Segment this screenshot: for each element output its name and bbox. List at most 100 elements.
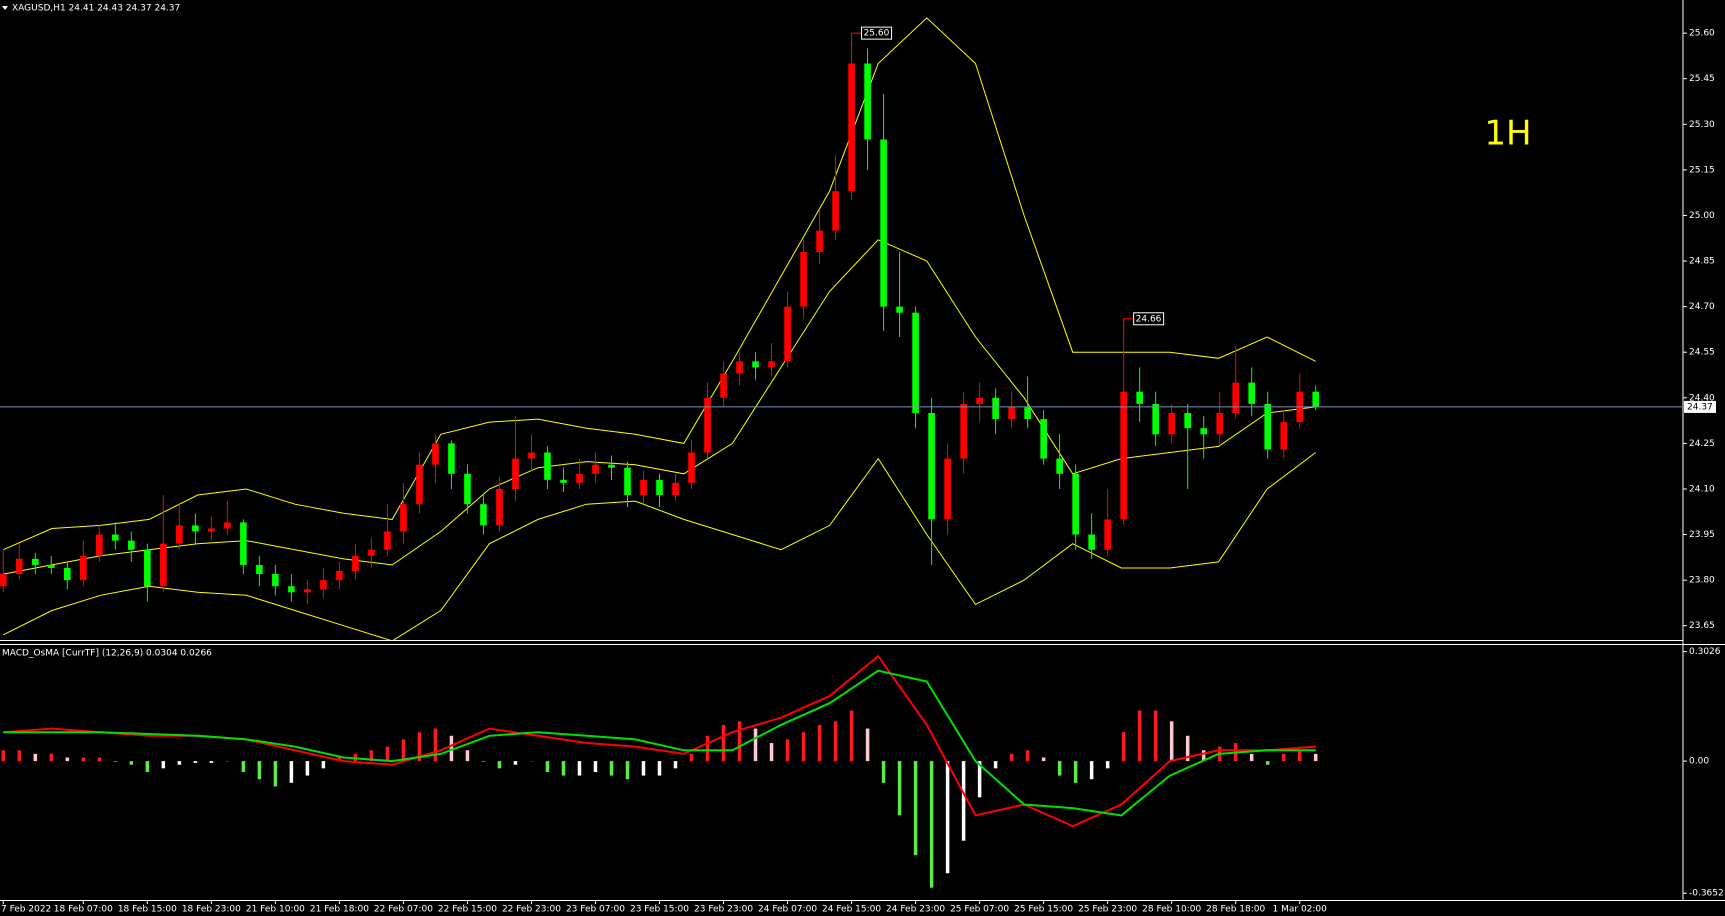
candle-body — [496, 488, 503, 526]
candle-body — [544, 452, 551, 480]
histogram-bar — [65, 757, 70, 762]
histogram-bar — [1025, 750, 1030, 762]
high-label: 25.60 — [864, 29, 890, 39]
histogram-bar — [577, 761, 582, 776]
candle-body — [704, 397, 711, 453]
candle-body — [592, 464, 599, 474]
histogram-bar — [945, 761, 950, 874]
y-tick-label: 25.00 — [1689, 211, 1715, 221]
histogram-bar — [1265, 761, 1270, 765]
histogram-bar — [209, 761, 214, 763]
candle-body — [1280, 422, 1287, 450]
x-tick-label: 23 Feb 15:00 — [630, 905, 689, 915]
y-tick-label: 24.10 — [1689, 484, 1715, 494]
candle-body — [1056, 458, 1063, 474]
candle-body — [672, 482, 679, 496]
candle-body — [960, 403, 967, 459]
histogram-bar — [433, 728, 438, 762]
candle-body — [32, 558, 39, 565]
histogram-bar — [177, 761, 182, 765]
candle-body — [144, 549, 151, 587]
candle-body — [720, 373, 727, 398]
histogram-bar — [369, 750, 374, 762]
candle-body — [384, 531, 391, 550]
histogram-bar — [1057, 761, 1062, 776]
price-pane: 25.60 24.66 — [0, 17, 1683, 640]
candle-body — [416, 464, 423, 505]
high-label-box — [1133, 312, 1165, 326]
candle-body — [624, 467, 631, 496]
indicator-title: MACD_OsMA [CurrTF] (12,26,9) 0.0304 0.02… — [2, 649, 212, 659]
menu-arrow[interactable] — [2, 6, 8, 10]
candle-body — [1232, 382, 1239, 413]
x-tick-label: 24 Feb 23:00 — [886, 905, 945, 915]
x-tick-label: 21 Feb 10:00 — [246, 905, 305, 915]
candle-body — [160, 543, 167, 587]
histogram-bar — [161, 761, 166, 769]
signal-line — [3, 669, 1316, 817]
candle-body — [128, 540, 135, 550]
y-tick-label: 25.45 — [1689, 74, 1715, 84]
histogram-bar — [241, 761, 246, 772]
candle-body — [432, 443, 439, 465]
y-tick-label: -0.3652 — [1689, 889, 1724, 899]
x-tick-label: 25 Feb 15:00 — [1014, 905, 1073, 915]
x-tick-label: 18 Feb 23:00 — [182, 905, 241, 915]
candle-body — [1312, 391, 1320, 407]
candle-body — [752, 361, 759, 368]
x-tick-label: 7 Feb 2022 — [1, 905, 51, 915]
histogram-bar — [769, 743, 774, 762]
y-tick-label: 24.40 — [1689, 393, 1715, 403]
histogram-bar — [17, 750, 22, 762]
candle-body — [336, 571, 343, 581]
candle-body — [1248, 382, 1255, 404]
histogram-bar — [609, 761, 614, 776]
histogram-bar — [385, 746, 390, 762]
histogram-bar — [193, 761, 198, 763]
candle-body — [224, 522, 231, 529]
candle-body — [1136, 391, 1143, 404]
candle-body — [1184, 412, 1191, 429]
histogram-bar — [1041, 757, 1046, 762]
candle-body — [176, 525, 183, 544]
candle-body — [784, 306, 791, 362]
candle-body — [464, 473, 471, 505]
histogram-bar — [785, 739, 790, 762]
candle-body — [688, 452, 695, 483]
x-tick-label: 24 Feb 07:00 — [758, 905, 817, 915]
histogram-bar — [929, 761, 934, 888]
histogram-bar — [465, 750, 470, 762]
candle-body — [1264, 403, 1271, 450]
candle-body — [848, 63, 855, 192]
candle-body — [272, 574, 279, 587]
candle-body — [656, 479, 663, 496]
timeframe-annotation: 1H — [1484, 114, 1531, 154]
histogram-bar — [401, 739, 406, 762]
current-price-label: 24.37 — [1687, 402, 1713, 412]
candle-body — [560, 479, 567, 483]
y-tick-label: 25.15 — [1689, 165, 1715, 175]
x-tick-label: 24 Feb 15:00 — [822, 905, 881, 915]
candle-body — [816, 230, 823, 252]
candle-body — [256, 564, 263, 575]
candle-body — [16, 558, 23, 575]
histogram-bar — [673, 761, 678, 769]
x-tick-label: 18 Feb 07:00 — [54, 905, 113, 915]
histogram-bar — [1009, 753, 1014, 762]
histogram-bar — [1153, 710, 1158, 762]
histogram-bar — [625, 761, 630, 780]
candle-body — [944, 458, 951, 520]
candle-body — [640, 479, 647, 496]
high-label-box — [861, 26, 893, 40]
histogram-bar — [993, 761, 998, 769]
histogram-bar — [257, 761, 262, 780]
candle-body — [320, 580, 327, 590]
histogram-bar — [289, 761, 294, 783]
candle-body — [896, 306, 903, 313]
axes: 24.37 25.60 25.45 25.30 25.15 25.00 24.85 24.70… — [1, 29, 1724, 915]
histogram-bar — [1, 750, 6, 762]
histogram-bar — [913, 761, 918, 856]
candle-body — [832, 191, 839, 231]
candle-body — [1072, 473, 1079, 535]
